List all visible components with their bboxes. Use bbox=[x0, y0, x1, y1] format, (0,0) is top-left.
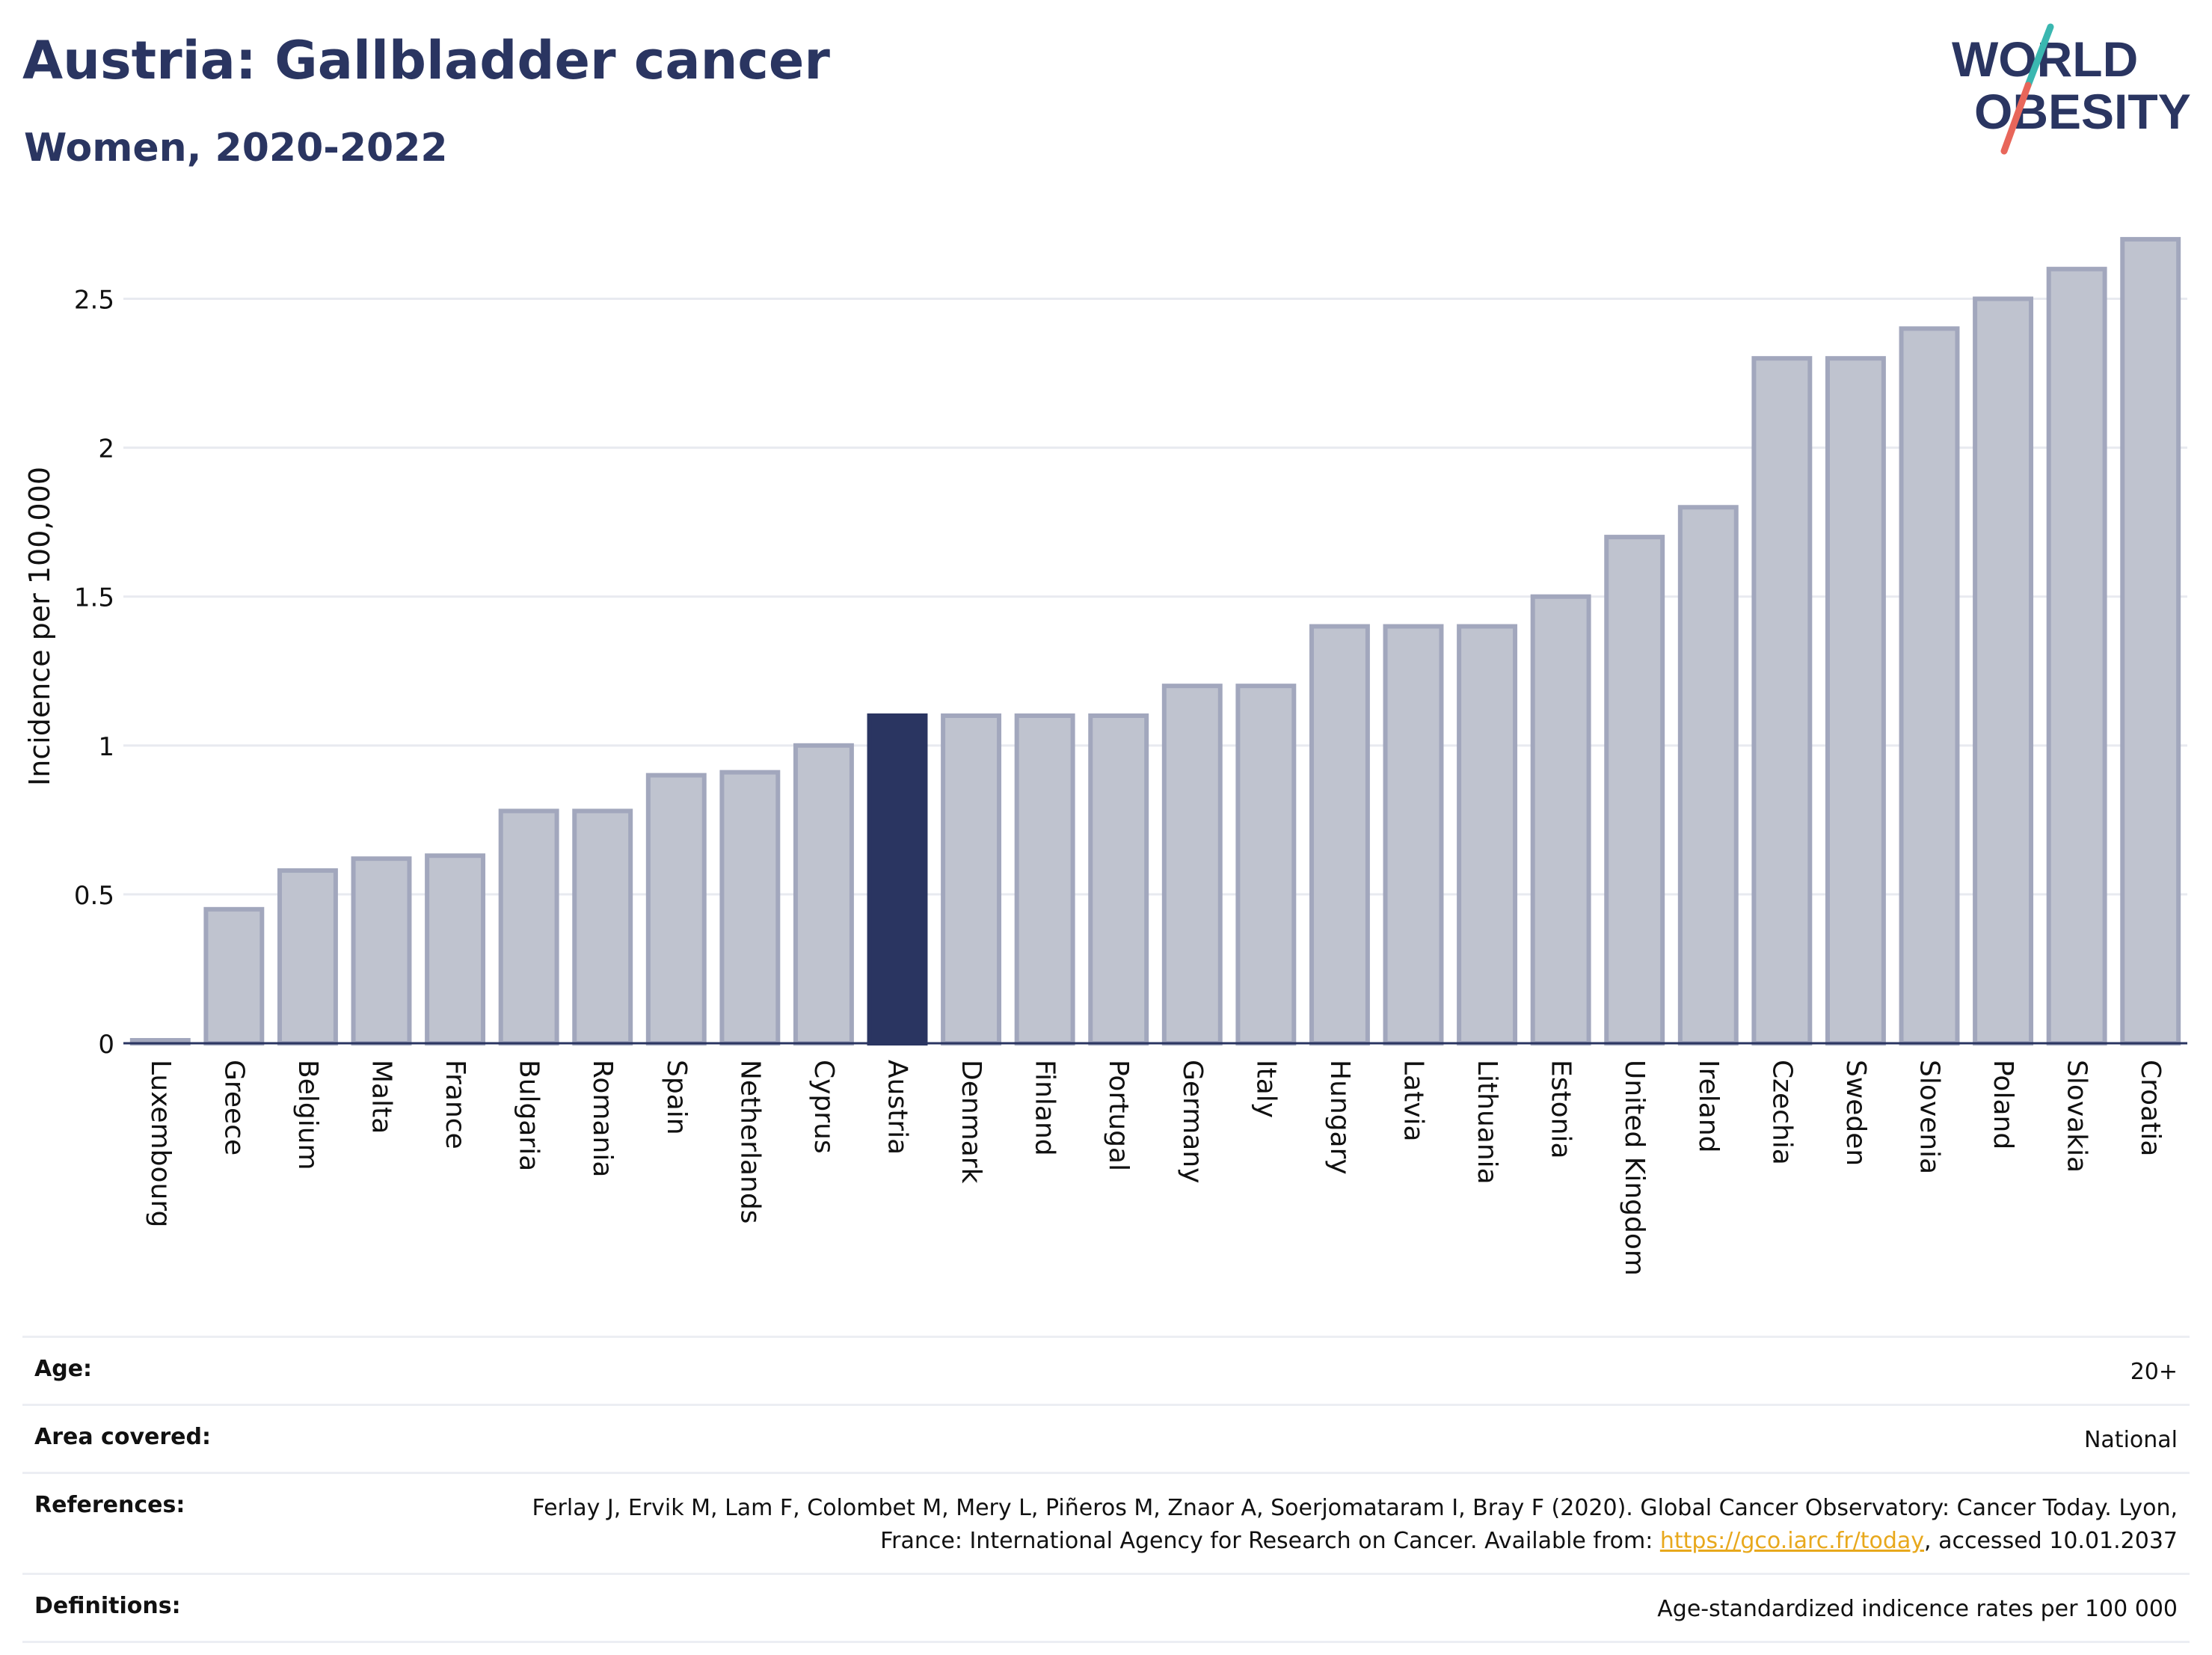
bar-bulgaria bbox=[498, 808, 559, 1046]
y-tick-label: 0 bbox=[98, 1030, 114, 1060]
bar-poland bbox=[1973, 296, 2034, 1045]
bars bbox=[129, 236, 2181, 1046]
x-tick-label: Cyprus bbox=[808, 1060, 839, 1154]
references-link[interactable]: https://gco.iarc.fr/today bbox=[1659, 1528, 1925, 1554]
bar-france bbox=[425, 853, 486, 1046]
bar-united-kingdom bbox=[1604, 535, 1665, 1045]
x-tick-label: Luxembourg bbox=[145, 1060, 176, 1227]
x-tick-label: Portugal bbox=[1103, 1060, 1134, 1171]
area-value: National bbox=[2083, 1427, 2178, 1453]
bar-belgium bbox=[277, 868, 338, 1046]
x-tick-label: Czechia bbox=[1766, 1060, 1797, 1165]
meta-row-definitions: Definitions: Age-standardized indicence … bbox=[22, 1573, 2190, 1643]
x-tick-label: Germany bbox=[1177, 1060, 1208, 1183]
references-text: Ferlay J, Ervik M, Lam F, Colombet M, Me… bbox=[532, 1495, 2178, 1554]
x-tick-label: Netherlands bbox=[734, 1060, 765, 1223]
age-label: Age: bbox=[34, 1356, 93, 1382]
x-tick-label: Spain bbox=[661, 1060, 692, 1135]
page-subtitle: Women, 2020-2022 bbox=[24, 126, 448, 171]
y-axis-label: Incidence per 100,000 bbox=[23, 467, 56, 786]
bar-portugal bbox=[1088, 713, 1149, 1045]
bar-chart: 0 0.5 1 1.5 2 2.5 Luxembourg Greece Belgium Malt… bbox=[23, 236, 2187, 1276]
x-tick-label: Poland bbox=[1988, 1060, 2018, 1149]
bar-romania bbox=[572, 808, 633, 1046]
definitions-value: Age-standardized indicence rates per 100… bbox=[1657, 1596, 2178, 1622]
x-tick-label: Malta bbox=[366, 1060, 397, 1134]
y-tick-label: 2.5 bbox=[74, 286, 114, 316]
y-tick-labels: 0 0.5 1 1.5 2 2.5 bbox=[74, 286, 114, 1060]
y-tick-label: 1 bbox=[98, 732, 114, 762]
bar-germany bbox=[1161, 684, 1223, 1045]
x-tick-label: Estonia bbox=[1546, 1060, 1576, 1159]
references-value: Ferlay J, Ervik M, Lam F, Colombet M, Me… bbox=[495, 1492, 2178, 1558]
x-tick-label: Latvia bbox=[1398, 1060, 1429, 1142]
x-tick-label: France bbox=[440, 1060, 470, 1149]
logo-slash-red bbox=[2000, 82, 2032, 155]
x-tick-label: United Kingdom bbox=[1619, 1060, 1650, 1276]
x-tick-label: Austria bbox=[882, 1060, 913, 1155]
logo-slash-teal bbox=[2024, 23, 2054, 89]
bar-hungary bbox=[1309, 624, 1370, 1045]
bar-greece bbox=[203, 906, 265, 1046]
x-tick-label: Greece bbox=[218, 1060, 249, 1155]
x-tick-label: Ireland bbox=[1693, 1060, 1724, 1153]
x-tick-label: Sweden bbox=[1840, 1060, 1871, 1166]
x-tick-label: Slovakia bbox=[2062, 1060, 2092, 1173]
meta-row-references: References: Ferlay J, Ervik M, Lam F, Co… bbox=[22, 1472, 2190, 1573]
x-tick-label: Slovenia bbox=[1914, 1060, 1945, 1174]
bar-sweden bbox=[1825, 356, 1886, 1045]
bar-slovenia bbox=[1899, 326, 1960, 1045]
references-label: References: bbox=[34, 1492, 185, 1518]
bar-croatia bbox=[2120, 236, 2181, 1046]
bar-ireland bbox=[1677, 505, 1739, 1045]
x-tick-label: Finland bbox=[1030, 1060, 1060, 1156]
x-tick-label: Croatia bbox=[2135, 1060, 2166, 1156]
x-tick-label: Belgium bbox=[292, 1060, 323, 1170]
y-tick-label: 1.5 bbox=[74, 583, 114, 613]
x-tick-label: Hungary bbox=[1324, 1060, 1355, 1175]
x-tick-label: Italy bbox=[1250, 1060, 1281, 1118]
age-value: 20+ bbox=[2130, 1359, 2178, 1385]
bar-latvia bbox=[1383, 624, 1444, 1045]
bar-denmark bbox=[941, 713, 1002, 1045]
bar-lithuania bbox=[1457, 624, 1518, 1045]
meta-row-area: Area covered: National bbox=[22, 1404, 2190, 1472]
y-tick-label: 0.5 bbox=[74, 881, 114, 911]
bar-austria bbox=[867, 713, 928, 1045]
bar-cyprus bbox=[793, 743, 854, 1045]
metadata-table: Age: 20+ Area covered: National Referenc… bbox=[22, 1336, 2190, 1643]
bar-finland bbox=[1014, 713, 1075, 1045]
page-title: Austria: Gallbladder cancer bbox=[22, 30, 830, 91]
x-tick-label: Romania bbox=[587, 1060, 618, 1177]
bar-czechia bbox=[1751, 356, 1813, 1045]
definitions-label: Definitions: bbox=[34, 1593, 181, 1619]
x-tick-label: Denmark bbox=[956, 1060, 986, 1184]
bar-netherlands bbox=[719, 770, 781, 1045]
area-label: Area covered: bbox=[34, 1424, 211, 1450]
bar-malta bbox=[351, 856, 412, 1046]
y-tick-label: 2 bbox=[98, 435, 114, 464]
bar-spain bbox=[645, 773, 707, 1045]
meta-row-age: Age: 20+ bbox=[22, 1336, 2190, 1404]
x-tick-label: Lithuania bbox=[1472, 1060, 1502, 1185]
world-obesity-logo: WORLD OBESITY bbox=[1952, 23, 2191, 155]
references-accessed: , accessed 10.01.2037 bbox=[1924, 1528, 2178, 1554]
x-tick-label: Bulgaria bbox=[514, 1060, 544, 1171]
bar-italy bbox=[1235, 684, 1297, 1045]
x-tick-labels: Luxembourg Greece Belgium Malta France Bulgar… bbox=[145, 1060, 2166, 1276]
bar-estonia bbox=[1530, 594, 1591, 1045]
bar-slovakia bbox=[2046, 266, 2107, 1045]
